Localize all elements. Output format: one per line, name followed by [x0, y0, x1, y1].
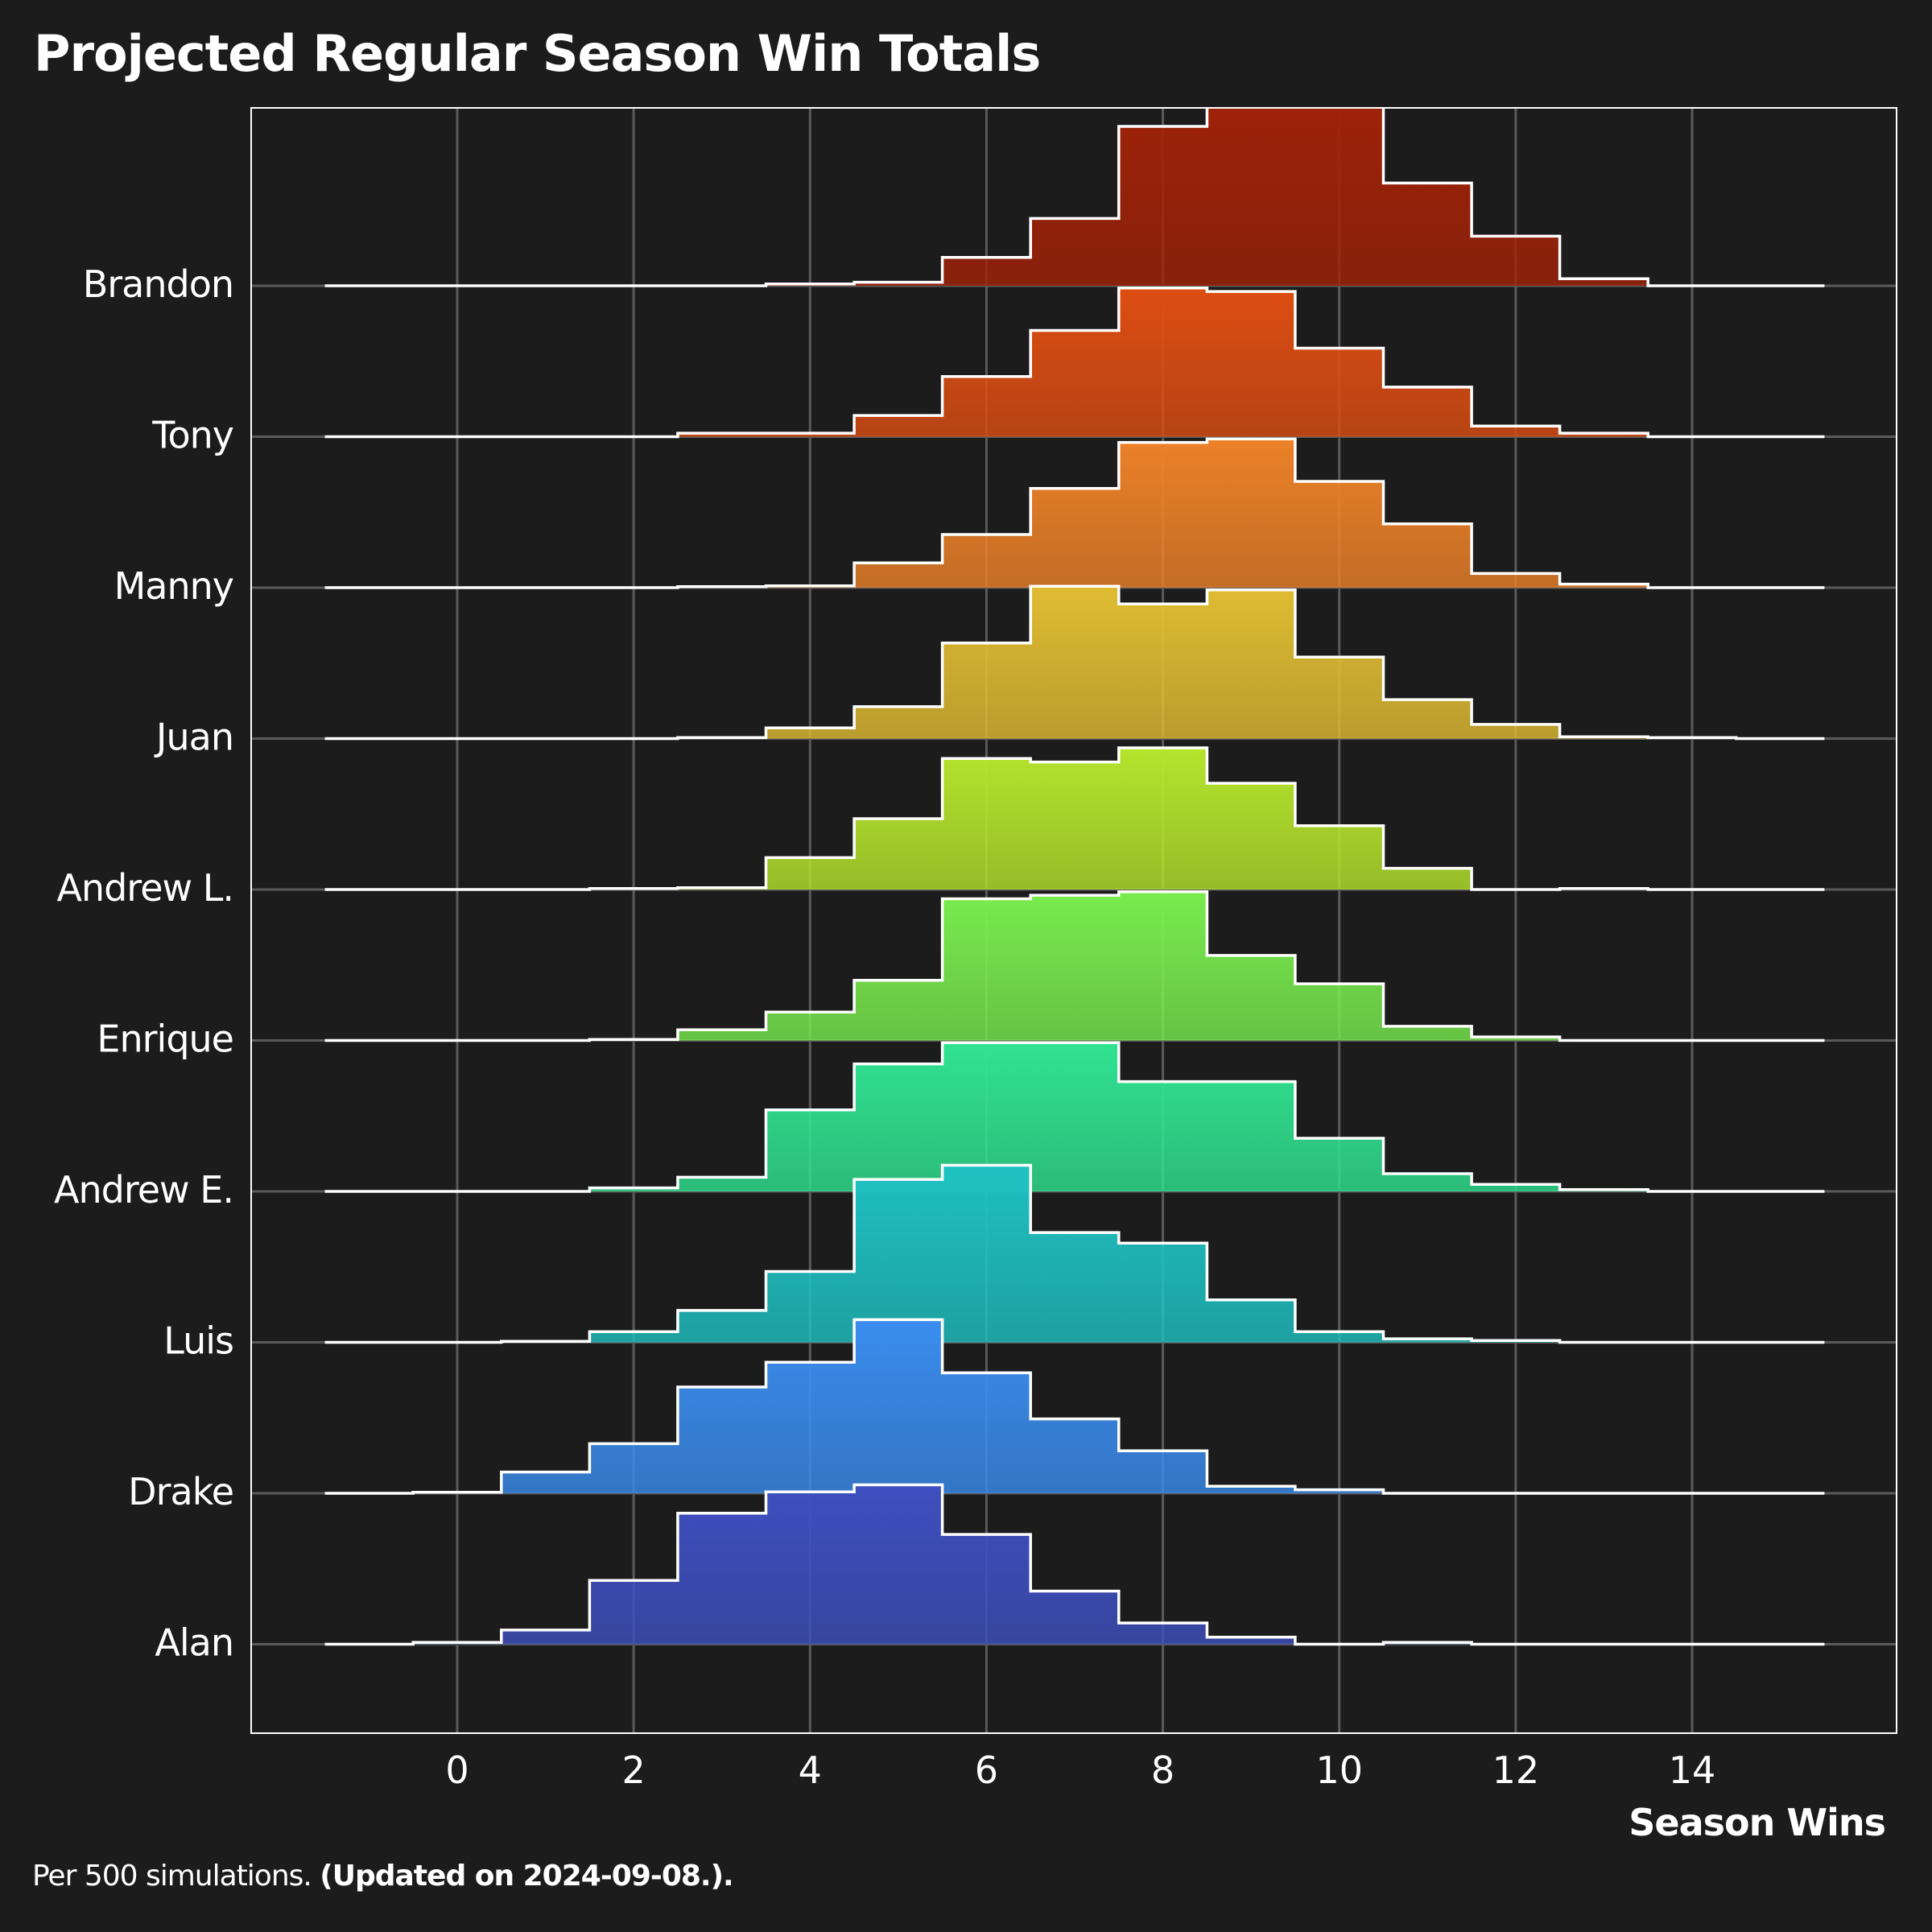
ridge-fill	[324, 439, 1825, 588]
y-tick-label: Juan	[154, 716, 233, 759]
chart-title: Projected Regular Season Win Totals	[34, 24, 1041, 83]
ridge-fill	[324, 1042, 1825, 1191]
ridge-andrew-e	[324, 1041, 1825, 1193]
y-tick-label: Andrew L.	[56, 866, 233, 910]
ridges	[324, 108, 1825, 1646]
x-tick-label: 8	[1151, 1748, 1174, 1792]
ridge-andrew-l	[324, 746, 1825, 891]
ridge-fill	[324, 1319, 1825, 1493]
x-tick-label: 14	[1669, 1748, 1716, 1792]
x-tick-label: 0	[445, 1748, 469, 1792]
ridge-luis	[324, 1163, 1825, 1344]
y-tick-label: Drake	[128, 1470, 233, 1513]
ridge-outline	[324, 108, 1825, 287]
ridge-drake	[324, 1318, 1825, 1495]
y-tick-label: Enrique	[97, 1018, 233, 1061]
x-axis-title: Season Wins	[1629, 1801, 1885, 1844]
ridge-tony	[324, 286, 1825, 439]
ridge-fill	[324, 1484, 1825, 1645]
ridge-outline	[324, 1483, 1825, 1646]
ridge-alan	[324, 1483, 1825, 1646]
y-tick-label: Manny	[114, 564, 233, 608]
x-tick-label: 10	[1315, 1748, 1363, 1792]
y-tick-label: Andrew E.	[54, 1168, 233, 1212]
ridge-fill	[324, 586, 1825, 739]
ridge-fill	[324, 891, 1825, 1041]
x-tick-label: 6	[975, 1748, 998, 1792]
ridge-juan	[324, 584, 1825, 741]
footer-updated-date: (Updated on 2024-09-08.).	[320, 1860, 733, 1893]
ridge-outline	[324, 1041, 1825, 1193]
x-tick-label: 12	[1492, 1748, 1540, 1792]
footer-simulations-note: Per 500 simulations.	[32, 1860, 312, 1893]
ridge-fill	[324, 748, 1825, 890]
x-tick-label: 2	[622, 1748, 646, 1792]
y-tick-label: Alan	[155, 1621, 233, 1665]
plot-frame	[250, 107, 1897, 1734]
x-tick-label: 4	[799, 1748, 822, 1792]
ridge-enrique	[324, 890, 1825, 1042]
ridge-outline	[324, 286, 1825, 439]
footer-note: Per 500 simulations. (Updated on 2024-09…	[32, 1860, 734, 1893]
ridge-outline	[324, 584, 1825, 741]
ridge-manny	[324, 437, 1825, 589]
ridge-outline	[324, 1163, 1825, 1344]
ridge-outline	[324, 437, 1825, 589]
ridge-outline	[324, 746, 1825, 891]
ridge-outline	[324, 1318, 1825, 1495]
y-tick-label: Brandon	[83, 262, 233, 306]
y-tick-label: Tony	[151, 414, 233, 457]
ridge-brandon	[324, 108, 1825, 287]
ridge-fill	[324, 1165, 1825, 1343]
ridge-fill	[324, 287, 1825, 437]
y-tick-label: Luis	[163, 1319, 233, 1363]
ridge-fill	[324, 108, 1825, 286]
ridge-outline	[324, 890, 1825, 1042]
